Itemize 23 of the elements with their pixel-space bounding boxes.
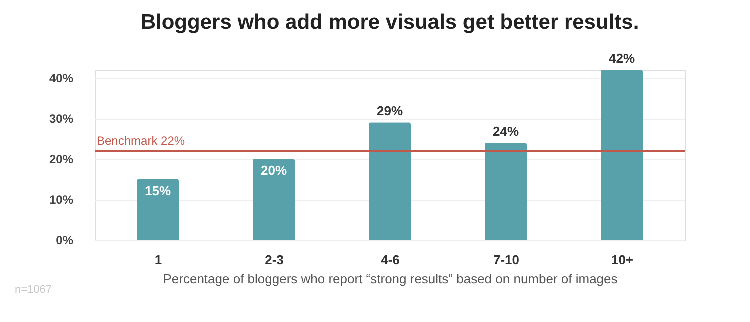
y-tick-label: 0% bbox=[56, 234, 74, 248]
ref-line-label: Benchmark 22% bbox=[97, 134, 186, 148]
y-tick-label: 30% bbox=[49, 112, 74, 126]
y-tick-label: 10% bbox=[49, 193, 74, 208]
bar bbox=[253, 159, 295, 240]
data-label: 24% bbox=[492, 124, 520, 139]
bar bbox=[485, 142, 527, 240]
x-tick-label: 7-10 bbox=[493, 252, 520, 268]
bar bbox=[137, 179, 179, 240]
x-axis-title: Percentage of bloggers who report “strong results” based on number of images bbox=[163, 272, 618, 286]
x-tick-label: 2-3 bbox=[265, 252, 284, 268]
y-tick-label: 20% bbox=[49, 152, 74, 167]
bar bbox=[369, 122, 411, 240]
data-label: 15% bbox=[144, 183, 172, 198]
x-tick-label: 4-6 bbox=[381, 252, 400, 268]
x-tick-label: 1 bbox=[154, 252, 162, 268]
data-label: 29% bbox=[376, 104, 404, 119]
data-label: 42% bbox=[608, 51, 636, 66]
bar bbox=[601, 70, 643, 240]
x-tick-label: 10+ bbox=[611, 252, 634, 268]
data-label: 20% bbox=[260, 163, 288, 178]
y-tick-label: 40% bbox=[49, 72, 74, 86]
chart-title: Bloggers who add more visuals get better results. bbox=[140, 11, 640, 34]
